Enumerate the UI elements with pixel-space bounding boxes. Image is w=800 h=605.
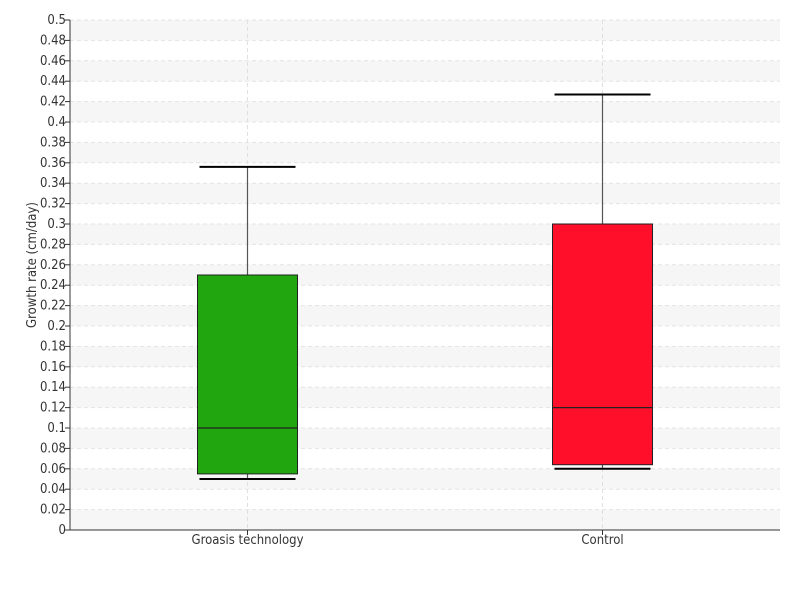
y-tick-label: 0.22 (40, 299, 66, 314)
y-tick-label: 0.3 (47, 217, 66, 232)
grid-band (70, 183, 780, 204)
x-tick-label: Groasis technology (192, 533, 304, 548)
y-axis-label: Growth rate (cm/day) (25, 202, 40, 328)
grid-band (70, 428, 780, 449)
x-tick-label: Control (581, 533, 623, 548)
iqr-box (197, 274, 298, 475)
y-tick-label: 0.4 (47, 115, 66, 130)
y-tick-label: 0.28 (40, 237, 66, 252)
y-tick-label: 0.1 (47, 421, 66, 436)
y-tick-label: 0.46 (40, 54, 66, 69)
y-tick-label: 0.2 (47, 319, 66, 334)
y-tick-label: 0.16 (40, 360, 66, 375)
y-tick-label: 0.24 (40, 278, 66, 293)
y-tick-label: 0.26 (40, 258, 66, 273)
horizontal-gridlines (70, 19, 780, 531)
y-tick-label: 0.02 (40, 503, 66, 518)
y-tick-label: 0.04 (40, 482, 66, 497)
y-tick-label: 0.42 (40, 95, 66, 110)
grid-band (70, 305, 780, 326)
y-ticks: 0 0.02 0.04 0.06 0.08 0.1 0.12 0.14 0.16 0.18 0.2 0… (40, 13, 70, 538)
y-tick-label: 0.44 (40, 74, 66, 89)
y-tick-label: 0.5 (47, 13, 66, 28)
grid-band (70, 142, 780, 163)
box-1 (552, 93, 653, 470)
y-tick-label: 0.48 (40, 33, 66, 48)
y-tick-label: 0.36 (40, 156, 66, 171)
y-tick-label: 0.38 (40, 135, 66, 150)
grid-band (70, 264, 780, 286)
y-tick-label: 0.18 (40, 339, 66, 354)
grid-band (70, 346, 780, 367)
grid-band (70, 387, 780, 408)
grid-band (70, 509, 780, 530)
box-0 (197, 165, 298, 480)
grid-bands (70, 20, 780, 530)
grid-band (70, 20, 780, 41)
grid-band (70, 101, 780, 122)
axes (69, 20, 780, 531)
y-tick-label: 0 (59, 523, 66, 538)
y-tick-label: 0.32 (40, 197, 66, 212)
grid-band (70, 224, 780, 245)
iqr-box (552, 223, 653, 466)
y-tick-label: 0.14 (40, 380, 66, 395)
boxes (197, 93, 653, 480)
y-tick-label: 0.12 (40, 401, 66, 416)
y-tick-label: 0.34 (40, 176, 66, 191)
grid-band (70, 60, 780, 82)
y-tick-label: 0.06 (40, 462, 66, 477)
x-ticks: Groasis technology Control (192, 530, 624, 548)
y-tick-label: 0.08 (40, 441, 66, 456)
grid-band (70, 468, 780, 490)
